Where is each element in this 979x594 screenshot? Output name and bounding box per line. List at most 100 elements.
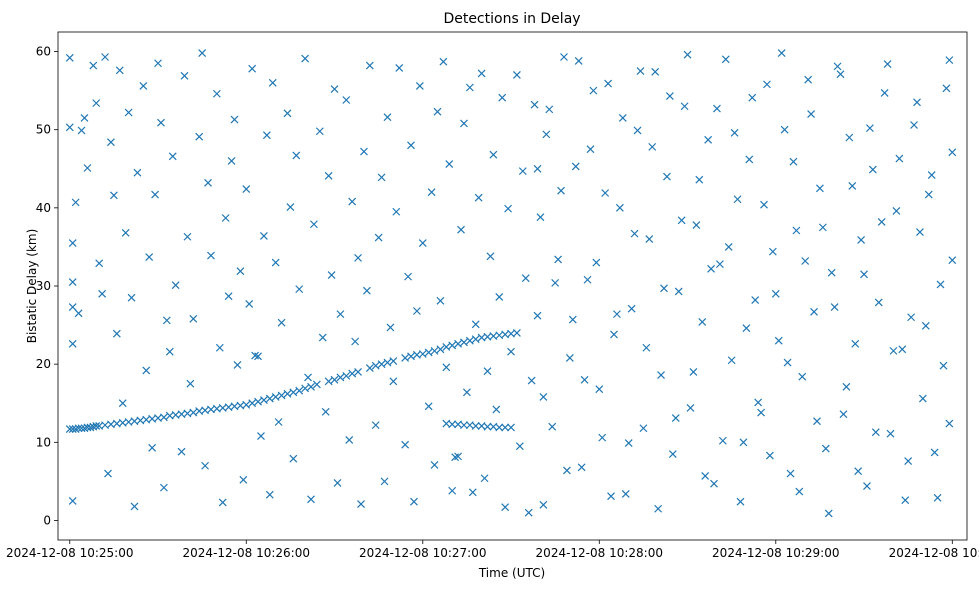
data-point-clutter (512, 71, 521, 79)
data-point-clutter (774, 336, 783, 345)
data-point-clutter (927, 171, 936, 179)
data-point-clutter (868, 165, 877, 174)
data-point-clutter (813, 417, 821, 426)
data-point-clutter (701, 471, 710, 480)
data-point-clutter (104, 469, 112, 478)
data-point-clutter (589, 86, 598, 95)
data-point-clutter (736, 497, 745, 506)
data-point-clutter (377, 173, 386, 182)
data-point-clutter (895, 154, 904, 163)
data-point-clutter (810, 307, 818, 316)
data-point-clutter (489, 150, 498, 159)
y-tick-label: 50 (36, 123, 51, 137)
data-point-clutter (515, 442, 524, 451)
data-point-clutter (518, 167, 527, 176)
data-point-clutter (295, 285, 304, 294)
data-point-clutter (451, 453, 460, 462)
data-point-clutter (186, 379, 195, 388)
data-point-clutter (763, 80, 771, 89)
data-point-clutter (130, 502, 139, 511)
data-point-target-track (365, 364, 374, 372)
data-point-clutter (645, 235, 654, 244)
data-point-clutter (854, 467, 863, 476)
x-axis-label: Time (UTC) (478, 566, 545, 580)
data-point-clutter (627, 304, 636, 313)
data-point-clutter (68, 339, 77, 348)
data-point-clutter (751, 296, 760, 304)
data-point-target-track (342, 371, 351, 380)
data-point-clutter (721, 55, 730, 64)
data-point-target-track (460, 338, 468, 347)
data-point-target-track (430, 346, 439, 355)
data-point-clutter (386, 323, 395, 332)
data-point-clutter (418, 239, 427, 247)
data-point-clutter (95, 259, 104, 268)
data-point-target-track (424, 348, 433, 357)
data-point-target-track (301, 384, 310, 393)
data-point-clutter (607, 492, 615, 501)
data-point-target-track (265, 394, 274, 403)
data-point-clutter (357, 500, 365, 508)
data-point-clutter (410, 497, 418, 506)
data-point-clutter (939, 361, 948, 370)
data-point-clutter (471, 320, 480, 329)
data-point-clutter (833, 62, 842, 71)
data-point-target-track (248, 399, 257, 408)
data-point-clutter (360, 147, 368, 156)
data-point-clutter (262, 131, 271, 140)
data-point-clutter (436, 296, 445, 305)
data-point-clutter (239, 475, 248, 484)
data-point-target-track (436, 345, 445, 354)
data-point-target-track (312, 380, 321, 389)
data-point-clutter (533, 311, 542, 320)
data-point-clutter (145, 253, 154, 262)
y-tick-label: 60 (36, 45, 51, 59)
data-point-clutter (242, 185, 251, 194)
data-point-clutter (724, 242, 733, 251)
data-point-clutter (380, 477, 389, 486)
data-point-target-track (86, 423, 95, 432)
data-point-clutter (536, 213, 545, 222)
data-point-clutter (710, 479, 718, 488)
data-point-clutter (604, 79, 613, 88)
data-point-clutter (654, 504, 663, 513)
data-point-clutter (621, 489, 630, 498)
data-point-target-track (418, 350, 427, 358)
data-point-clutter (318, 333, 327, 342)
data-point-clutter (686, 403, 695, 412)
data-point-clutter (236, 267, 245, 276)
data-points (65, 49, 957, 518)
data-point-clutter (92, 99, 101, 108)
data-point-clutter (524, 508, 533, 517)
data-point-clutter (389, 377, 398, 386)
data-point-target-track (189, 408, 198, 417)
data-point-clutter (118, 399, 127, 408)
data-point-target-track (283, 389, 292, 398)
data-point-clutter (212, 89, 221, 98)
data-point-clutter (948, 148, 957, 157)
data-point-clutter (336, 310, 345, 319)
data-point-target-track (330, 375, 339, 384)
data-point-clutter (945, 56, 954, 65)
data-point-clutter (907, 313, 916, 322)
data-point-target-track (65, 425, 74, 433)
x-tick-label: 2024-12-08 10:30:00 (889, 546, 979, 560)
data-point-clutter (942, 84, 951, 93)
data-point-clutter (533, 164, 542, 173)
data-point-clutter (324, 171, 333, 180)
data-point-clutter (642, 343, 651, 352)
data-point-clutter (786, 469, 795, 478)
data-point-target-track (442, 343, 451, 351)
data-point-clutter (486, 252, 495, 261)
data-point-clutter (560, 53, 568, 61)
data-point-clutter (439, 57, 448, 66)
data-point-secondary-track (460, 421, 468, 430)
data-point-clutter (860, 270, 868, 279)
data-point-clutter (507, 347, 515, 356)
data-point-clutter (307, 495, 315, 504)
data-point-target-track (454, 339, 463, 348)
data-point-clutter (527, 376, 536, 385)
data-point-clutter (354, 253, 362, 262)
data-point-clutter (727, 356, 736, 365)
data-point-clutter (689, 368, 698, 376)
